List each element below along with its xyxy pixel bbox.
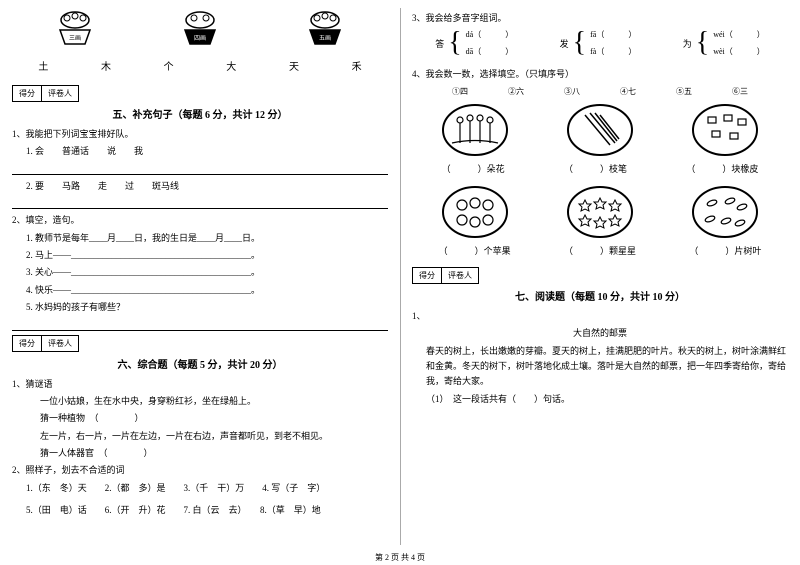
q2-item: 1. 教师节是每年____月____日，我的生日是____月____日。 [12, 231, 388, 245]
char: 大 [226, 58, 236, 73]
caption: （ ）朵花 [442, 162, 505, 175]
section6-title: 六、综合题（每题 5 分，共计 20 分） [12, 356, 388, 371]
multi-char-group: 发 { fā（ ） fà（ ） [560, 29, 637, 57]
brace-icon: { [448, 29, 461, 57]
score-label: 得分 [13, 86, 42, 101]
q1-2: 2. 要 马路 走 过 斑马线 [12, 179, 388, 193]
s6-words: 1.（东 冬）天 2.（都 多）是 3.（千 干）万 4. 写（子 字） [12, 481, 388, 495]
riddle-line: 左一片，右一片，一片在左边，一片在右边，声音都听见，到老不相见。 [12, 429, 388, 443]
seq-item: ①四 [452, 86, 468, 97]
pot-row: 三画 四画 五画 [12, 8, 388, 48]
multi-char-group: 为 { wéi（ ） wèi（ ） [683, 29, 765, 57]
leaves-icon [690, 185, 760, 240]
flower-pot-icon: 五画 [295, 8, 355, 48]
section5-title: 五、补充句子（每题 6 分，共计 12 分） [12, 106, 388, 121]
char: 禾 [352, 58, 362, 73]
q2-item: 3. 关心——_________________________________… [12, 265, 388, 279]
score-box: 得分 评卷人 [12, 335, 79, 352]
pinyin: wèi（ ） [713, 46, 765, 57]
picture-row [412, 185, 788, 240]
pinyin: wéi（ ） [713, 29, 765, 40]
caption: （ ）枝笔 [564, 162, 627, 175]
section7-title: 七、阅读题（每题 10 分，共计 10 分） [412, 288, 788, 303]
grader-label: 评卷人 [42, 86, 78, 101]
seq-item: ③八 [564, 86, 580, 97]
pinyin: dá（ ） [466, 29, 514, 40]
caption-row: （ ）个苹果 （ ）颗星星 （ ）片树叶 [412, 244, 788, 257]
s7-item: （1） 这一段话共有（ ）句话。 [412, 392, 788, 406]
caption: （ ）片树叶 [689, 244, 761, 257]
left-column: 三画 四画 五画 土 木 个 大 [0, 0, 400, 565]
flower-pot-icon: 三画 [45, 8, 105, 48]
grader-label: 评卷人 [42, 336, 78, 351]
seq-item: ②六 [508, 86, 524, 97]
char: 土 [38, 58, 48, 73]
char: 发 [560, 37, 569, 50]
score-box: 得分 评卷人 [412, 267, 479, 284]
column-divider [400, 8, 401, 545]
s6-words: 5.（田 电）话 6.（开 升）花 7. 白（云 去） 8.（草 早）地 [12, 503, 388, 517]
answer-line[interactable] [12, 319, 388, 331]
brace-icon: { [696, 29, 709, 57]
pinyin: dā（ ） [466, 46, 514, 57]
caption: （ ）颗星星 [564, 244, 636, 257]
q2-item: 5. 水妈妈的孩子有哪些？ [12, 300, 388, 314]
q1-intro: 1、我能把下列词宝宝排好队。 [12, 127, 388, 141]
right-column: 3、我会给多音字组词。 答 { dá（ ） dā（ ） 发 { fā（ ） fà… [400, 0, 800, 565]
pinyin: fà（ ） [590, 46, 636, 57]
riddle-line: 猜一人体器官 （ ） [12, 446, 388, 460]
apples-icon [440, 185, 510, 240]
char: 木 [101, 58, 111, 73]
q2-item: 2. 马上——_________________________________… [12, 248, 388, 262]
riddle-line: 一位小姑娘，生在水中央，身穿粉红衫，坐在绿船上。 [12, 394, 388, 408]
seq-item: ⑤五 [676, 86, 692, 97]
pinyin: fā（ ） [590, 29, 636, 40]
riddle-line: 猜一种植物 （ ） [12, 411, 388, 425]
score-label: 得分 [413, 268, 442, 283]
sequence-row: ①四 ②六 ③八 ④七 ⑤五 ⑥三 [412, 86, 788, 97]
multi-char-row: 答 { dá（ ） dā（ ） 发 { fā（ ） fà（ ） 为 { wéi（… [412, 29, 788, 57]
answer-line[interactable] [12, 197, 388, 209]
q3-intro: 3、我会给多音字组词。 [412, 11, 788, 25]
char: 答 [435, 37, 444, 50]
page-footer: 第 2 页 共 4 页 [0, 552, 800, 563]
pot-label: 四画 [194, 35, 206, 42]
q1-1: 1. 会 普通话 说 我 [12, 144, 388, 158]
score-box: 得分 评卷人 [12, 85, 79, 102]
q4-intro: 4、我会数一数，选择填空。（只填序号） [412, 67, 788, 81]
char: 个 [164, 58, 174, 73]
flowers-icon [440, 103, 510, 158]
caption-row: （ ）朵花 （ ）枝笔 （ ）块橡皮 [412, 162, 788, 175]
answer-line[interactable] [12, 163, 388, 175]
s6-q1: 1、猜谜语 [12, 377, 388, 391]
s6-q2: 2、照样子，划去不合适的词 [12, 463, 388, 477]
stars-icon [565, 185, 635, 240]
q2-item: 4. 快乐——_________________________________… [12, 283, 388, 297]
s7-q1: 1、 [412, 309, 788, 323]
caption: （ ）块橡皮 [686, 162, 758, 175]
multi-char-group: 答 { dá（ ） dā（ ） [435, 29, 513, 57]
erasers-icon [690, 103, 760, 158]
s7-title: 大自然的邮票 [412, 326, 788, 340]
char-row: 土 木 个 大 天 禾 [12, 58, 388, 73]
flower-pot-icon: 四画 [170, 8, 230, 48]
score-label: 得分 [13, 336, 42, 351]
picture-row [412, 103, 788, 158]
pencils-icon [565, 103, 635, 158]
grader-label: 评卷人 [442, 268, 478, 283]
char: 为 [683, 37, 692, 50]
char: 天 [289, 58, 299, 73]
brace-icon: { [573, 29, 586, 57]
seq-item: ⑥三 [732, 86, 748, 97]
q2-intro: 2、填空，造句。 [12, 213, 388, 227]
pot-label: 三画 [69, 35, 81, 42]
pot-label: 五画 [319, 35, 331, 42]
s7-text: 春天的树上，长出嫩嫩的芽瓣。夏天的树上，挂满肥肥的叶片。秋天的树上，树叶涂满鲜红… [412, 344, 788, 390]
caption: （ ）个苹果 [439, 244, 511, 257]
seq-item: ④七 [620, 86, 636, 97]
